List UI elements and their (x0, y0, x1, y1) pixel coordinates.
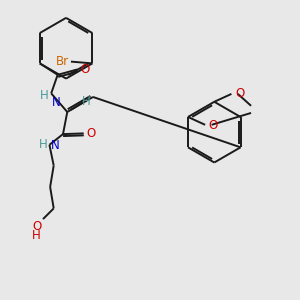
Text: H: H (32, 229, 41, 242)
Text: H: H (82, 95, 90, 109)
Text: Br: Br (56, 55, 69, 68)
Text: N: N (51, 140, 60, 152)
Text: H: H (40, 89, 48, 102)
Text: O: O (235, 87, 244, 100)
Text: O: O (87, 127, 96, 140)
Text: N: N (52, 96, 61, 109)
Text: O: O (209, 119, 218, 132)
Text: O: O (32, 220, 41, 233)
Text: O: O (80, 63, 89, 76)
Text: H: H (38, 138, 47, 151)
